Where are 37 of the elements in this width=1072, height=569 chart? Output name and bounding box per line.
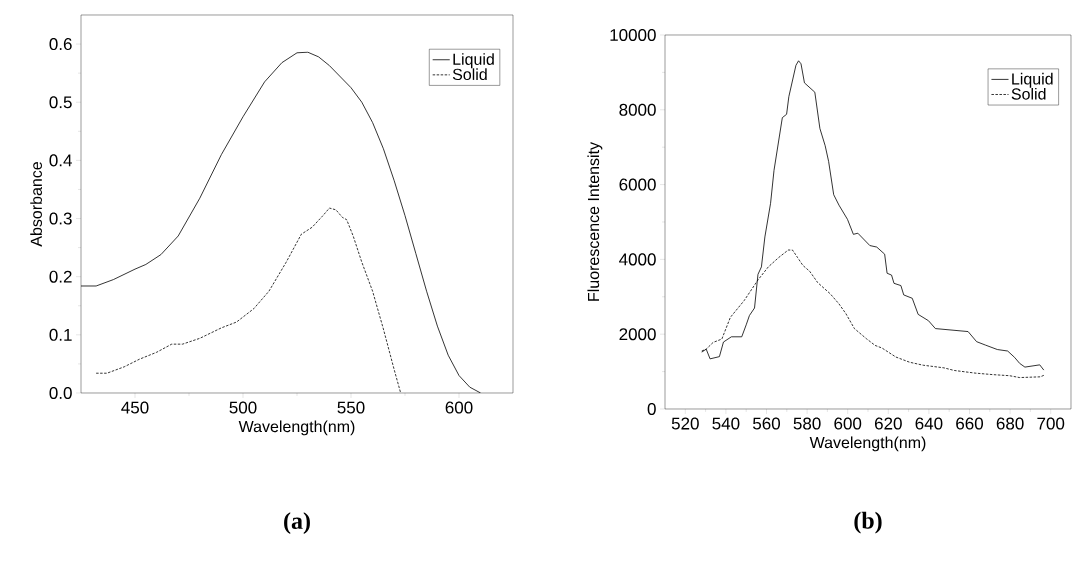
- x-tick-label: 600: [445, 401, 473, 414]
- x-tick-label: 600: [834, 417, 862, 430]
- y-tick-label: 0.5: [49, 96, 72, 109]
- y-tick-label: 0.6: [49, 38, 72, 51]
- y-tick-label: 0.4: [49, 154, 72, 167]
- x-tick-label: 700: [1037, 417, 1065, 430]
- text: (b): [854, 511, 882, 534]
- y-tick-label: 4000: [619, 253, 656, 266]
- x-tick-label: 660: [956, 417, 984, 430]
- text: (a): [284, 512, 310, 534]
- y-tick-label: 0.1: [49, 328, 72, 341]
- x-tick-label: 550: [337, 401, 365, 414]
- y-axis-title: Fluorescence Intensity: [587, 142, 603, 301]
- y-tick-label: 0: [647, 402, 656, 416]
- y-tick-label: 6000: [619, 178, 656, 191]
- y-tick-label: 8000: [619, 103, 656, 116]
- x-tick-label: 560: [753, 417, 781, 430]
- x-tick-label: 640: [915, 417, 943, 430]
- y-tick-label: 10000: [610, 28, 656, 42]
- y-tick-label: 2000: [619, 328, 656, 341]
- y-tick-label: 0.3: [49, 212, 72, 225]
- x-tick-label: 620: [874, 417, 902, 430]
- legend-label: Solid: [452, 68, 487, 81]
- legend-label: Liquid: [1012, 72, 1053, 88]
- y-tick-label: 0.2: [49, 270, 72, 283]
- y-tick-label: 0.0: [49, 386, 72, 400]
- x-tick-label: 450: [121, 401, 149, 414]
- y-axis-title: Absorbance: [30, 162, 42, 247]
- x-tick-label: 540: [712, 417, 740, 430]
- x-axis-title: Wavelength(nm): [809, 436, 926, 452]
- legend-label: Solid: [1011, 87, 1046, 100]
- x-tick-label: 500: [229, 401, 257, 414]
- x-tick-label: 680: [996, 417, 1024, 430]
- x-axis-title: Wavelength(nm): [238, 420, 355, 436]
- x-tick-label: 580: [793, 417, 821, 430]
- legend-label: Liquid: [453, 53, 494, 69]
- x-tick-label: 520: [671, 417, 699, 430]
